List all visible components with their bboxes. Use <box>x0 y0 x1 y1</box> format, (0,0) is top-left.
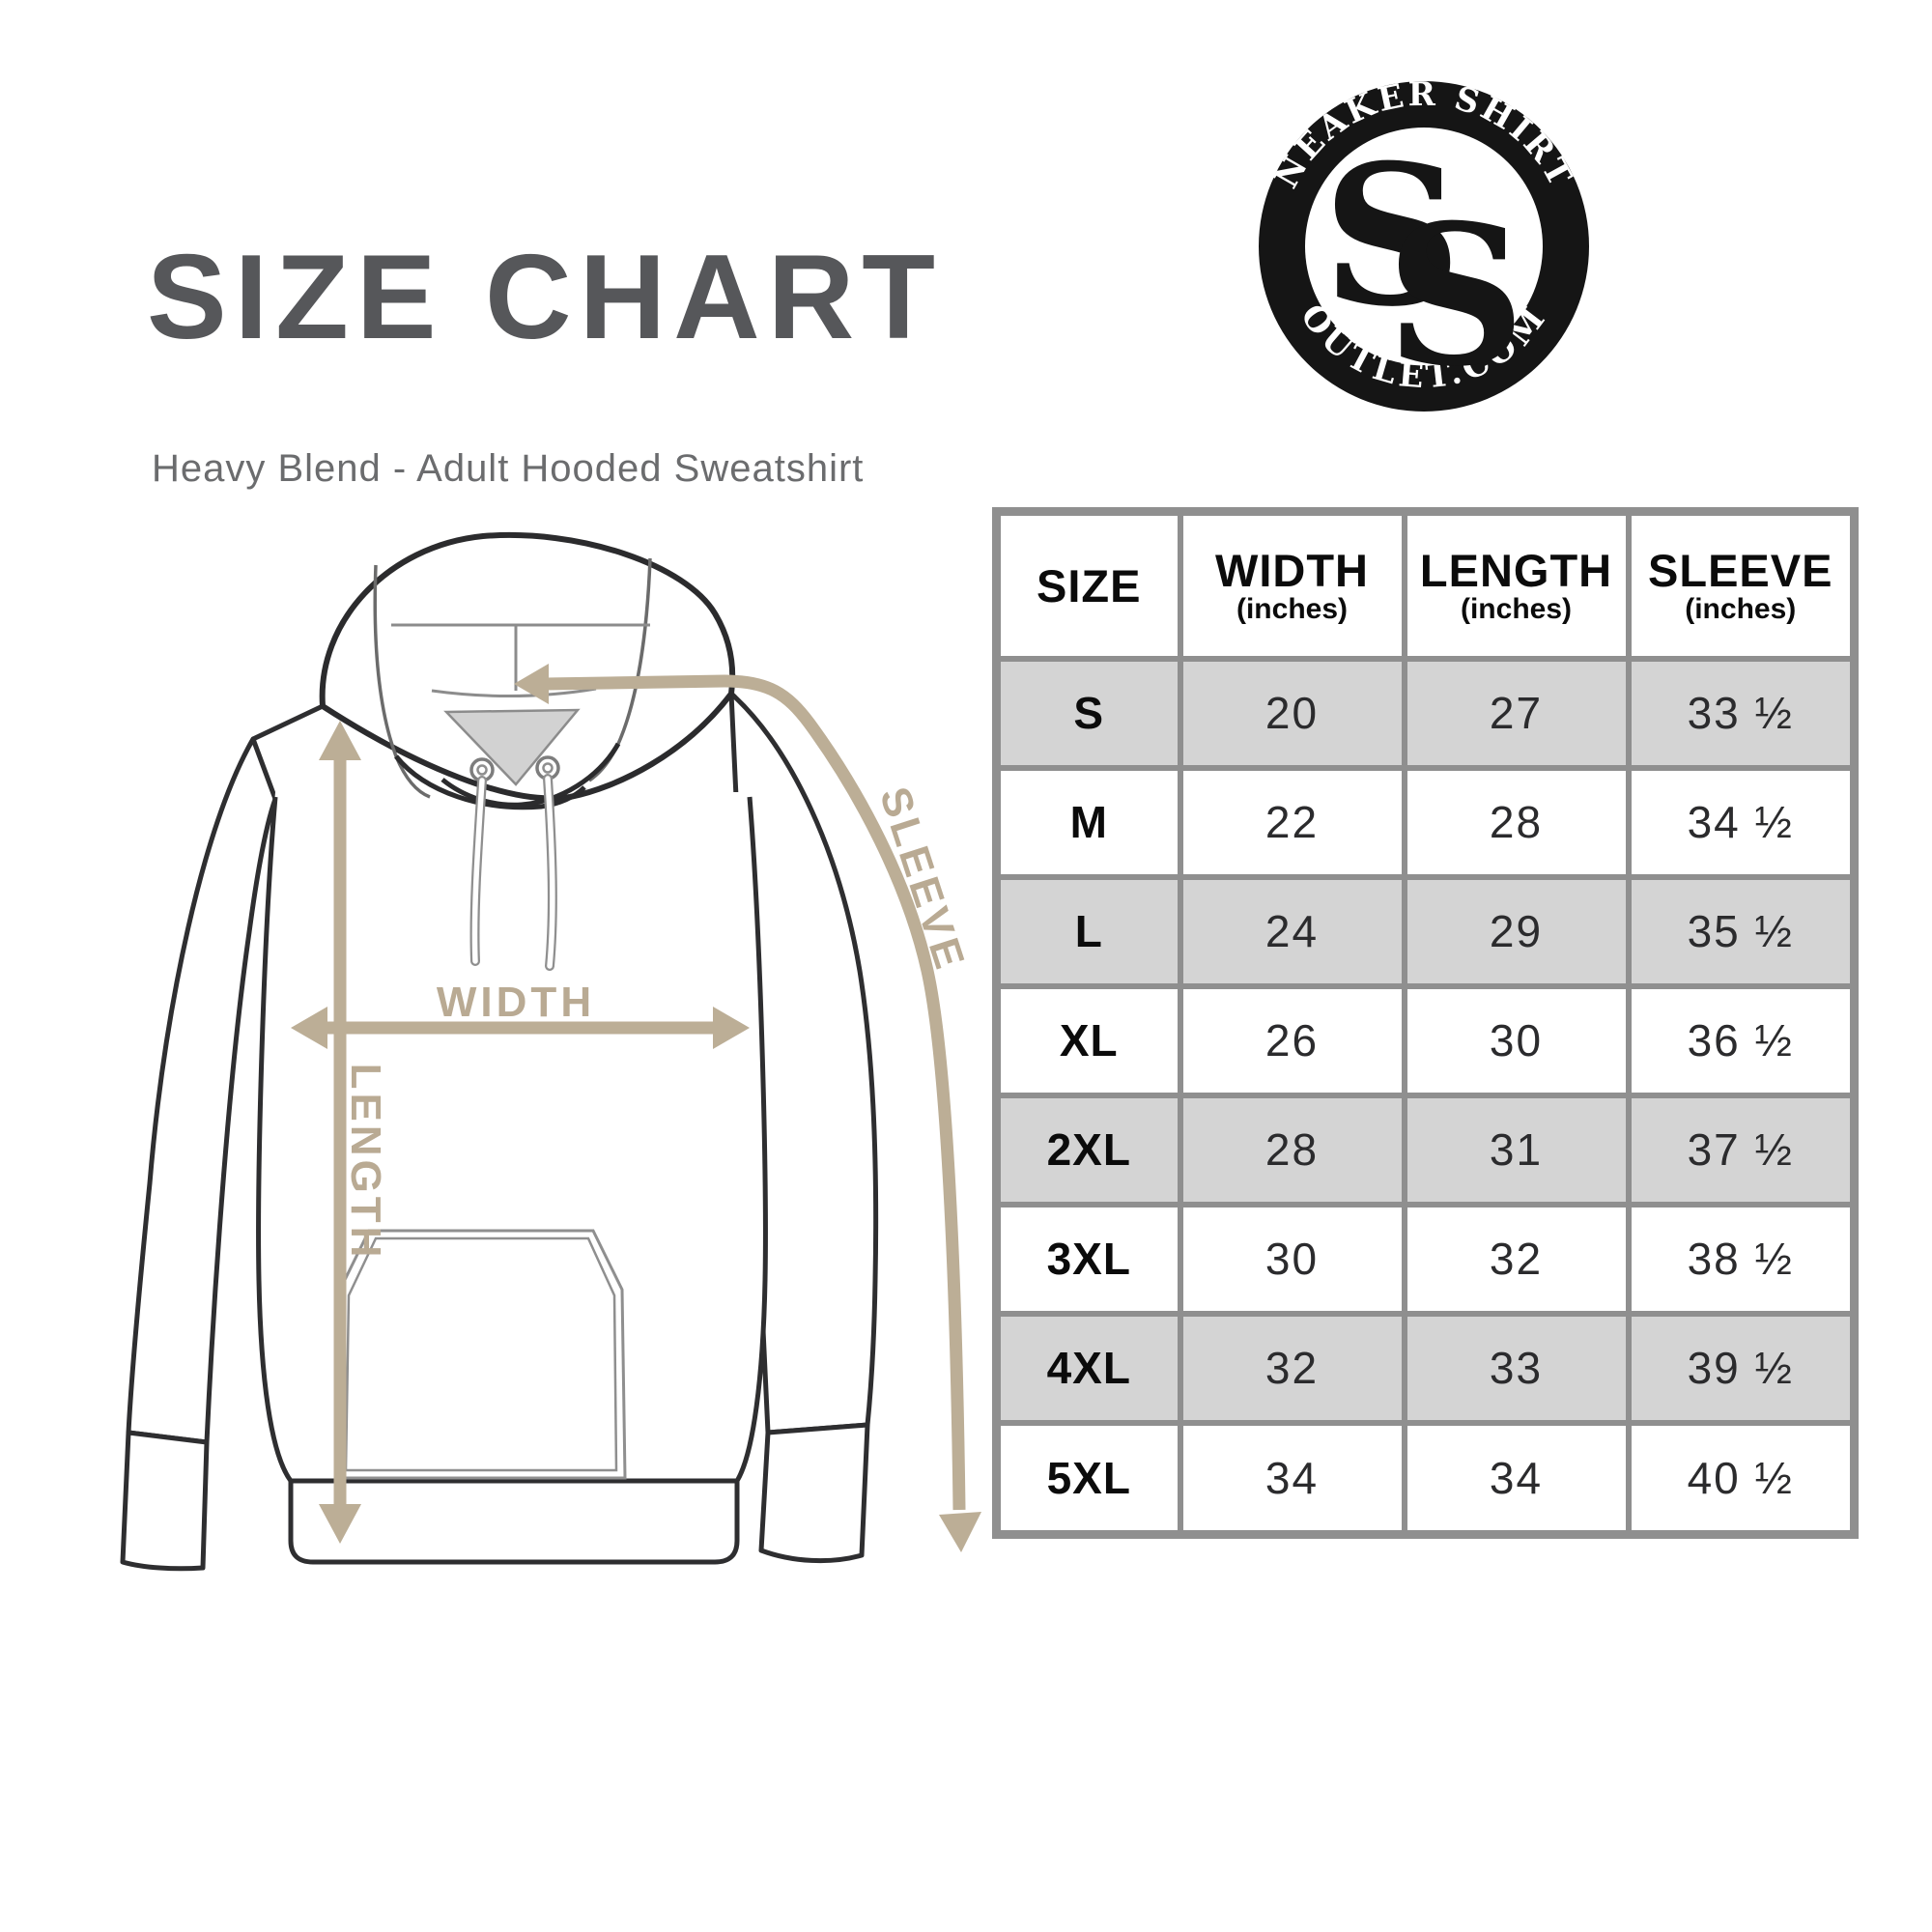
cell-length: 31 <box>1401 1092 1632 1208</box>
col-header-sleeve: SLEEVE (inches) <box>1625 508 1858 662</box>
cell-sleeve: 34 ½ <box>1625 764 1858 880</box>
brand-logo: SNEAKER SHIRTS OUTLET.COM S S <box>1237 43 1597 419</box>
cell-sleeve: 37 ½ <box>1625 1092 1858 1208</box>
table-row-l: L 24 29 35 ½ <box>993 873 1858 989</box>
width-arrow <box>291 1007 750 1049</box>
table-row-s: S 20 27 33 ½ <box>993 655 1858 771</box>
width-label: WIDTH <box>437 979 595 1026</box>
cell-size: 4XL <box>993 1310 1183 1426</box>
cell-size: 2XL <box>993 1092 1183 1208</box>
cell-length: 29 <box>1401 873 1632 989</box>
cell-sleeve: 33 ½ <box>1625 655 1858 771</box>
table-header-row: SIZE WIDTH (inches) LENGTH (inches) SLEE… <box>993 508 1858 662</box>
sleeve-label: SLEEVE <box>870 781 975 978</box>
hoodie-pocket-inner <box>344 1236 618 1472</box>
table-row-4xl: 4XL 32 33 39 ½ <box>993 1310 1858 1426</box>
cell-width: 24 <box>1177 873 1407 989</box>
hoodie-drawing: WIDTH LENGTH SLEEVE <box>120 532 981 1572</box>
hoodie-hood <box>319 532 736 802</box>
cell-width: 34 <box>1177 1419 1407 1538</box>
cell-width: 28 <box>1177 1092 1407 1208</box>
cell-length: 33 <box>1401 1310 1632 1426</box>
page-subtitle: Heavy Blend - Adult Hooded Sweatshirt <box>152 447 865 490</box>
logo-monogram: S S <box>1322 123 1525 410</box>
table-row-m: M 22 28 34 ½ <box>993 764 1858 880</box>
measurement-arrows <box>291 664 981 1552</box>
logo-inner-circle <box>1305 128 1543 365</box>
hoodie-torso <box>258 792 766 1481</box>
cell-width: 22 <box>1177 764 1407 880</box>
page-title: SIZE CHART <box>147 231 943 364</box>
length-label: LENGTH <box>342 1064 389 1262</box>
monogram-s1: S <box>1322 123 1462 350</box>
cell-width: 20 <box>1177 655 1407 771</box>
hoodie-torso-right-edge <box>734 796 768 1483</box>
col-label: SLEEVE <box>1648 544 1833 596</box>
cell-length: 32 <box>1401 1201 1632 1317</box>
cell-sleeve: 40 ½ <box>1625 1419 1858 1538</box>
sleeve-arrow <box>514 664 981 1552</box>
brand-logo-badge: SNEAKER SHIRTS OUTLET.COM S S <box>1237 43 1589 412</box>
cell-length: 30 <box>1401 982 1632 1098</box>
cell-size: 5XL <box>993 1419 1183 1538</box>
cell-size: M <box>993 764 1183 880</box>
cell-sleeve: 35 ½ <box>1625 873 1858 989</box>
cell-size: L <box>993 873 1183 989</box>
hoodie-diagram: WIDTH LENGTH SLEEVE <box>97 507 985 1599</box>
size-table-wrap: SIZE WIDTH (inches) LENGTH (inches) SLEE… <box>992 507 1859 1539</box>
cell-width: 30 <box>1177 1201 1407 1317</box>
hoodie-left-sleeve <box>126 736 278 1445</box>
length-arrow <box>319 721 361 1544</box>
hood-front-edge-right <box>440 742 621 808</box>
col-label: LENGTH <box>1419 544 1613 596</box>
size-table: SIZE WIDTH (inches) LENGTH (inches) SLEE… <box>992 507 1859 1539</box>
cell-sleeve: 38 ½ <box>1625 1201 1858 1317</box>
col-label: WIDTH <box>1214 544 1369 596</box>
cell-size: S <box>993 655 1183 771</box>
table-row-3xl: 3XL 30 32 38 ½ <box>993 1201 1858 1317</box>
hoodie-waistband <box>288 1478 740 1565</box>
col-header-size: SIZE <box>993 508 1183 662</box>
hood-collar-seam <box>431 687 597 698</box>
hoodie-left-cuff <box>120 1430 210 1572</box>
monogram-s2: S <box>1386 183 1525 410</box>
col-unit: (inches) <box>1460 593 1573 626</box>
cell-size: XL <box>993 982 1183 1098</box>
hoodie-left-shoulder-seam <box>251 703 325 742</box>
hoodie-right-cuff <box>758 1422 870 1564</box>
col-header-width: WIDTH (inches) <box>1177 508 1407 662</box>
cell-width: 26 <box>1177 982 1407 1098</box>
cell-width: 32 <box>1177 1310 1407 1426</box>
hoodie-torso-left-edge <box>256 796 294 1483</box>
col-unit: (inches) <box>1685 593 1797 626</box>
table-row-2xl: 2XL 28 31 37 ½ <box>993 1092 1858 1208</box>
cell-size: 3XL <box>993 1201 1183 1317</box>
hood-neck-triangle <box>443 708 581 786</box>
col-unit: (inches) <box>1236 593 1349 626</box>
table-row-xl: XL 26 30 36 ½ <box>993 982 1858 1098</box>
col-header-length: LENGTH (inches) <box>1401 508 1632 662</box>
table-row-5xl: 5XL 34 34 40 ½ <box>993 1419 1858 1538</box>
cell-length: 28 <box>1401 764 1632 880</box>
cell-length: 27 <box>1401 655 1632 771</box>
cell-sleeve: 39 ½ <box>1625 1310 1858 1426</box>
cell-sleeve: 36 ½ <box>1625 982 1858 1098</box>
drawstrings <box>469 774 557 971</box>
hood-opening-left-edge <box>373 564 431 799</box>
cell-length: 34 <box>1401 1419 1632 1538</box>
col-label: SIZE <box>1037 559 1142 611</box>
